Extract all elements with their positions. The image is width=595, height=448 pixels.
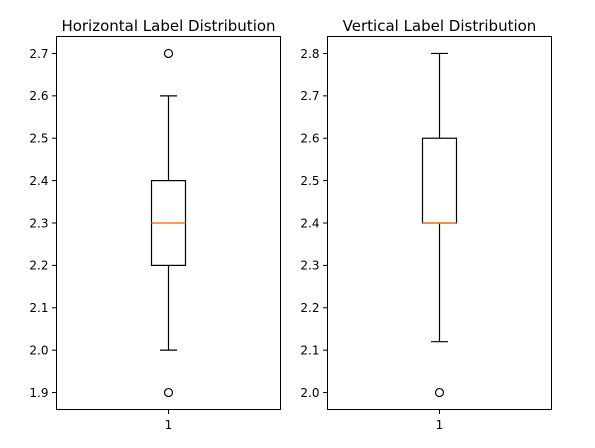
outlier-point	[163, 48, 174, 59]
y-tick-label: 2.2	[300, 301, 319, 315]
y-tick-label: 2.4	[29, 174, 48, 188]
outlier-point	[163, 387, 174, 398]
chart-title-horizontal: Horizontal Label Distribution	[61, 17, 275, 35]
chart-title-vertical: Vertical Label Distribution	[343, 17, 537, 35]
y-tick-label: 2.1	[29, 301, 48, 315]
y-axis-horizontal: 1.9 2.0 2.1 2.2 2.3 2.4 2.5 2.6 2.7	[29, 47, 57, 400]
y-tick-label: 2.2	[29, 259, 48, 273]
boxplot-vertical	[421, 52, 458, 398]
y-tick-label: 2.0	[300, 386, 319, 400]
y-tick-label: 2.3	[300, 259, 319, 273]
y-tick-label: 2.5	[29, 132, 48, 146]
chart-horizontal-label-distribution: Horizontal Label Distribution 1.9 2.0 2.1 2…	[29, 17, 281, 432]
x-axis-vertical: 1	[436, 409, 444, 432]
y-tick-label: 2.1	[300, 343, 319, 357]
y-tick-label: 2.7	[300, 89, 319, 103]
y-tick-label: 1.9	[29, 386, 48, 400]
outlier-point	[434, 387, 445, 398]
y-tick-label: 2.7	[29, 47, 48, 61]
y-tick-label: 2.6	[300, 132, 319, 146]
x-axis-horizontal: 1	[165, 409, 173, 432]
y-tick-label: 2.3	[29, 216, 48, 230]
y-tick-label: 2.8	[300, 47, 319, 61]
x-tick-label-horizontal: 1	[165, 418, 173, 432]
y-axis-vertical: 2.0 2.1 2.2 2.3 2.4 2.5 2.6 2.7 2.8	[300, 47, 328, 400]
y-tick-label: 2.6	[29, 89, 48, 103]
boxplot-horizontal	[150, 48, 187, 398]
y-tick-label: 2.4	[300, 216, 319, 230]
y-tick-label: 2.5	[300, 174, 319, 188]
y-tick-label: 2.0	[29, 343, 48, 357]
x-tick-label-vertical: 1	[436, 418, 444, 432]
chart-vertical-label-distribution: Vertical Label Distribution 2.0 2.1 2.2 2.3…	[300, 17, 552, 432]
